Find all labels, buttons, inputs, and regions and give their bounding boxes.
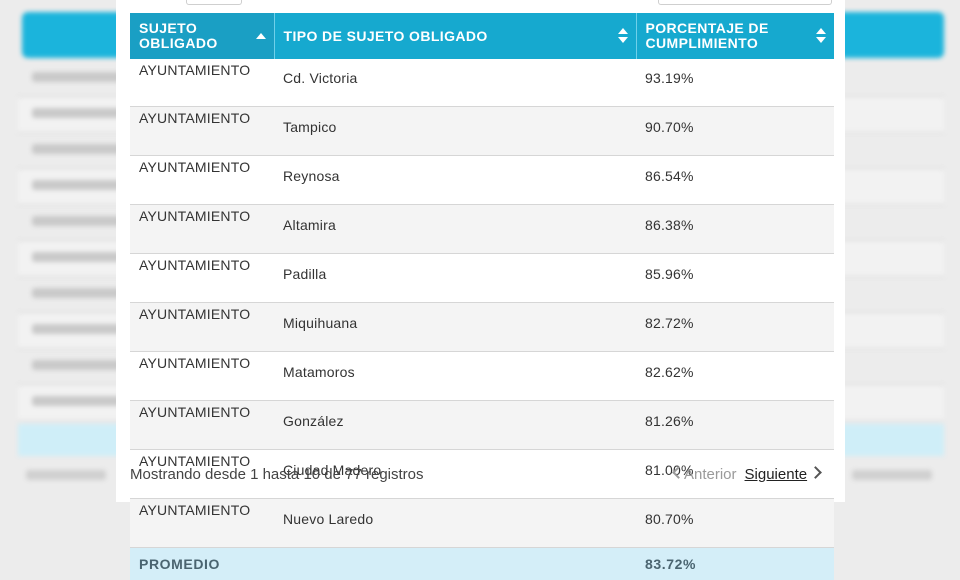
cell-porcentaje: 90.70% [636, 107, 834, 156]
previous-page-button[interactable]: Anterior [684, 466, 737, 483]
cell-porcentaje: 81.26% [636, 401, 834, 450]
table-row: AYUNTAMIENTO González 81.26% [130, 401, 834, 450]
chevron-right-icon [811, 466, 821, 480]
cell-porcentaje: 86.38% [636, 205, 834, 254]
column-header-label: SUJETO OBLIGADO [139, 20, 218, 51]
cell-tipo: Matamoros [274, 352, 636, 401]
pagination-info: Mostrando desde 1 hasta 10 de 77 registr… [130, 466, 424, 483]
cell-porcentaje: 93.19% [636, 59, 834, 107]
table-panel: SUJETO OBLIGADO TIPO DE SUJETO OBLIGADO … [116, 0, 845, 502]
chevron-left-icon [672, 466, 682, 480]
cell-sujeto: AYUNTAMIENTO [130, 59, 274, 107]
cell-tipo: Nuevo Laredo [274, 499, 636, 548]
table-row: AYUNTAMIENTO Matamoros 82.62% [130, 352, 834, 401]
sort-both-icon [816, 28, 826, 44]
sort-both-icon [618, 28, 628, 44]
table-row: AYUNTAMIENTO Miquihuana 82.72% [130, 303, 834, 352]
cell-sujeto: AYUNTAMIENTO [130, 303, 274, 352]
column-header-tipo-sujeto[interactable]: TIPO DE SUJETO OBLIGADO [274, 13, 636, 59]
column-header-label: TIPO DE SUJETO OBLIGADO [284, 28, 488, 44]
compliance-table: SUJETO OBLIGADO TIPO DE SUJETO OBLIGADO … [130, 13, 834, 580]
table-row: AYUNTAMIENTO Tampico 90.70% [130, 107, 834, 156]
cell-sujeto: AYUNTAMIENTO [130, 401, 274, 450]
average-row: PROMEDIO 83.72% [130, 548, 834, 580]
pagination-controls: Anterior Siguiente [672, 466, 821, 484]
cell-porcentaje: 80.70% [636, 499, 834, 548]
sort-ascending-icon [256, 28, 266, 44]
search-input[interactable] [658, 0, 832, 5]
column-header-label: PORCENTAJE DE CUMPLIMIENTO [646, 20, 769, 51]
cell-porcentaje: 85.96% [636, 254, 834, 303]
cell-tipo: González [274, 401, 636, 450]
average-value: 83.72% [636, 548, 834, 580]
table-row: AYUNTAMIENTO Altamira 86.38% [130, 205, 834, 254]
cell-sujeto: AYUNTAMIENTO [130, 205, 274, 254]
table-row: AYUNTAMIENTO Nuevo Laredo 80.70% [130, 499, 834, 548]
column-header-sujeto-obligado[interactable]: SUJETO OBLIGADO [130, 13, 274, 59]
cell-tipo: Cd. Victoria [274, 59, 636, 107]
cell-porcentaje: 82.62% [636, 352, 834, 401]
cell-tipo: Altamira [274, 205, 636, 254]
cell-porcentaje: 82.72% [636, 303, 834, 352]
cell-sujeto: AYUNTAMIENTO [130, 352, 274, 401]
cell-sujeto: AYUNTAMIENTO [130, 499, 274, 548]
next-page-button[interactable]: Siguiente [745, 466, 808, 483]
cell-tipo: Miquihuana [274, 303, 636, 352]
table-row: AYUNTAMIENTO Cd. Victoria 93.19% [130, 59, 834, 107]
average-empty-cell [274, 548, 636, 580]
table-header-row: SUJETO OBLIGADO TIPO DE SUJETO OBLIGADO … [130, 13, 834, 59]
cell-porcentaje: 86.54% [636, 156, 834, 205]
cell-sujeto: AYUNTAMIENTO [130, 254, 274, 303]
cell-sujeto: AYUNTAMIENTO [130, 156, 274, 205]
cell-tipo: Tampico [274, 107, 636, 156]
page-length-select[interactable] [186, 0, 242, 5]
cell-tipo: Reynosa [274, 156, 636, 205]
table-row: AYUNTAMIENTO Reynosa 86.54% [130, 156, 834, 205]
cell-tipo: Padilla [274, 254, 636, 303]
table-row: AYUNTAMIENTO Padilla 85.96% [130, 254, 834, 303]
column-header-porcentaje[interactable]: PORCENTAJE DE CUMPLIMIENTO [636, 13, 834, 59]
average-label: PROMEDIO [130, 548, 274, 580]
cell-sujeto: AYUNTAMIENTO [130, 107, 274, 156]
